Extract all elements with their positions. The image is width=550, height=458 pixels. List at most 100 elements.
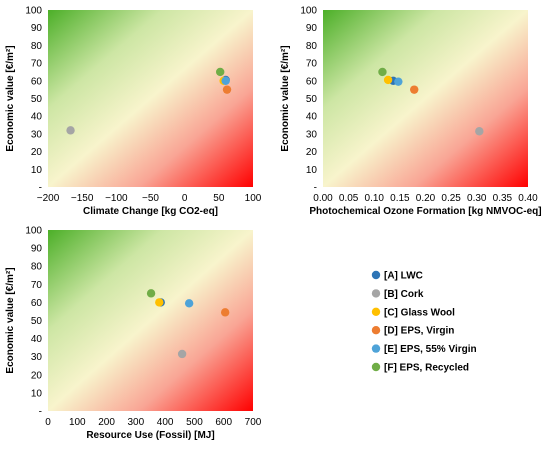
y-tick-label: 60 — [306, 76, 318, 87]
y-axis-label: Economic value [€/m²] — [5, 45, 16, 151]
x-tick-label: 400 — [157, 417, 174, 428]
x-tick-label: 500 — [186, 417, 203, 428]
y-tick-label: 70 — [31, 59, 43, 70]
x-tick-label: 700 — [245, 417, 262, 428]
data-point — [66, 126, 75, 135]
legend-label: [D] EPS, Virgin — [384, 326, 454, 337]
x-tick-label: −200 — [37, 193, 60, 204]
y-tick-label: 100 — [25, 6, 42, 17]
legend-marker — [371, 362, 381, 372]
data-point — [177, 349, 187, 359]
y-tick-label: 40 — [31, 334, 43, 345]
x-tick-label: 0.30 — [467, 193, 487, 204]
x-tick-label: 50 — [213, 193, 225, 204]
x-axis-label: Photochemical Ozone Formation [kg NMVOC-… — [309, 206, 541, 217]
x-tick-label: 0 — [45, 417, 51, 428]
data-point — [146, 289, 156, 298]
y-tick-label: 30 — [31, 129, 43, 140]
x-tick-label: 100 — [245, 193, 262, 204]
y-tick-label: 30 — [306, 129, 318, 140]
x-tick-label: 0.00 — [313, 193, 333, 204]
y-tick-label: 90 — [31, 244, 43, 255]
x-tick-label: 300 — [128, 417, 145, 428]
data-point — [383, 75, 393, 85]
y-tick-label: 50 — [31, 316, 43, 327]
y-axis-label: Economic value [€/m²] — [5, 267, 16, 373]
y-tick-label: 30 — [31, 352, 43, 363]
y-tick-label: 80 — [306, 41, 318, 52]
legend-item: [A] LWC — [371, 270, 423, 282]
legend-label: [F] EPS, Recycled — [384, 363, 469, 374]
y-tick-label: - — [314, 183, 317, 194]
legend-item: [F] EPS, Recycled — [371, 362, 469, 374]
x-tick-label: 0.20 — [416, 193, 436, 204]
y-tick-label: 10 — [306, 165, 318, 176]
data-point — [222, 85, 232, 94]
y-tick-label: 70 — [31, 280, 43, 291]
data-point — [475, 127, 484, 136]
y-tick-label: 50 — [306, 94, 318, 105]
y-tick-label: 20 — [306, 147, 318, 158]
chart-panel-2: - 10 20 30 40 50 60 70 80 90 100 0.00 0.05 0.10 0.15 0.… — [280, 6, 542, 218]
y-tick-label: - — [39, 183, 42, 194]
data-point — [155, 298, 164, 307]
legend-label: [C] Glass Wool — [384, 307, 455, 318]
x-tick-label: 0.35 — [493, 193, 513, 204]
x-axis-label: Resource Use (Fossil) [MJ] — [86, 430, 214, 441]
chart-panel-1: - 10 20 30 40 50 60 70 80 90 100 −200 −150 −100 −50 0 50… — [5, 6, 262, 218]
plot-background — [323, 10, 528, 187]
y-tick-label: 50 — [31, 94, 43, 105]
y-tick-label: - — [39, 407, 42, 418]
legend-label: [E] EPS, 55% Virgin — [384, 344, 477, 355]
x-tick-label: 0.40 — [518, 193, 538, 204]
x-tick-label: 100 — [69, 417, 86, 428]
y-tick-label: 90 — [306, 23, 318, 34]
legend-marker — [371, 270, 381, 280]
y-tick-label: 20 — [31, 147, 43, 158]
x-tick-label: 0 — [182, 193, 188, 204]
legend-marker — [371, 307, 381, 316]
legend-item: [E] EPS, 55% Virgin — [371, 344, 477, 355]
legend-marker — [371, 326, 381, 335]
legend: [A] LWC [B] Cork [C] Glass Wool [D] EPS, Vi… — [371, 270, 477, 374]
legend-marker — [371, 289, 381, 298]
y-tick-label: 100 — [25, 226, 42, 237]
y-tick-label: 40 — [31, 112, 43, 123]
x-tick-label: 0.15 — [390, 193, 410, 204]
x-tick-label: −100 — [105, 193, 128, 204]
legend-item: [C] Glass Wool — [371, 307, 455, 318]
x-tick-label: 0.10 — [365, 193, 385, 204]
data-point — [221, 76, 230, 86]
y-tick-label: 10 — [31, 388, 43, 399]
data-point — [184, 299, 194, 308]
y-tick-label: 20 — [31, 370, 43, 381]
x-tick-label: 0.25 — [441, 193, 461, 204]
data-point — [410, 85, 419, 94]
y-axis-label: Economic value [€/m²] — [280, 45, 291, 151]
chart-panel-3: - 10 20 30 40 50 60 70 80 90 100 0 100 200 300 400 500 60… — [5, 226, 262, 442]
y-tick-label: 80 — [31, 262, 43, 273]
y-tick-label: 100 — [300, 6, 317, 17]
legend-item: [B] Cork — [371, 289, 424, 300]
y-tick-label: 60 — [31, 76, 43, 87]
x-axis-label: Climate Change [kg CO2-eq] — [83, 206, 218, 217]
legend-label: [A] LWC — [384, 271, 423, 282]
data-point — [378, 67, 387, 77]
legend-item: [D] EPS, Virgin — [371, 326, 454, 337]
plot-background — [48, 230, 253, 411]
plot-background — [48, 10, 253, 187]
y-tick-label: 60 — [31, 298, 43, 309]
legend-label: [B] Cork — [384, 289, 424, 300]
x-tick-label: 200 — [98, 417, 115, 428]
y-tick-label: 80 — [31, 41, 43, 52]
y-tick-label: 90 — [31, 23, 43, 34]
x-tick-label: 0.05 — [339, 193, 359, 204]
x-tick-label: 600 — [215, 417, 232, 428]
data-point — [394, 77, 403, 86]
x-tick-label: −50 — [142, 193, 159, 204]
y-tick-label: 10 — [31, 165, 43, 176]
legend-marker — [371, 344, 381, 353]
data-point — [216, 67, 225, 77]
